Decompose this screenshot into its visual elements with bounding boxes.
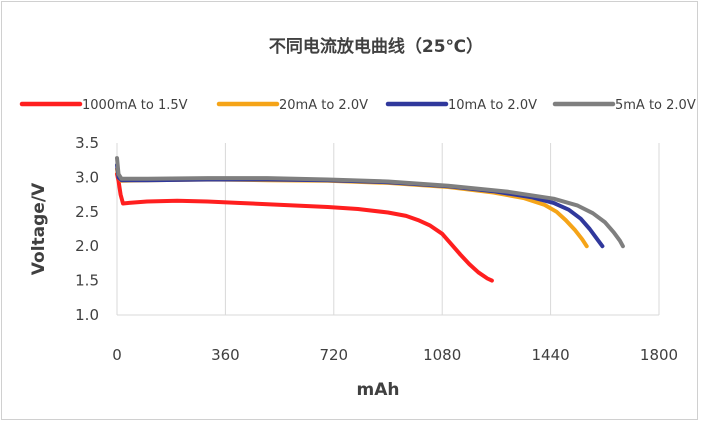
y-tick-label: 2.5: [75, 203, 99, 221]
y-tick-label: 1.0: [75, 306, 99, 324]
x-tick-label: 1080: [423, 346, 461, 364]
legend-label-3: 5mA to 2.0V: [615, 98, 696, 113]
y-tick-label: 1.5: [75, 272, 99, 290]
legend: 1000mA to 1.5V 20mA to 2.0V 10mA to 2.0V 5m…: [22, 98, 696, 113]
y-tick-label: 2.0: [75, 237, 99, 255]
x-tick-label: 1440: [532, 346, 570, 364]
series-line-0: [117, 174, 492, 281]
legend-label-1: 20mA to 2.0V: [279, 98, 368, 113]
axes: 0 360 720 1080 1440 1800 1.0 1.5 2.0 2.5 3.0 3.5: [75, 134, 678, 364]
x-tick-label: 0: [112, 346, 122, 364]
legend-label-2: 10mA to 2.0V: [448, 98, 537, 113]
x-tick-label: 360: [211, 346, 240, 364]
x-axis-label: mAh: [357, 380, 400, 400]
y-tick-label: 3.5: [75, 134, 99, 152]
y-tick-label: 3.0: [75, 168, 99, 186]
y-axis-label: Voltage/V: [29, 182, 49, 275]
chart-title: 不同电流放电曲线（25℃）: [269, 36, 483, 57]
x-tick-label: 1800: [640, 346, 678, 364]
x-tick-label: 720: [319, 346, 348, 364]
legend-label-0: 1000mA to 1.5V: [82, 98, 188, 113]
grid-lines: [225, 143, 659, 315]
series-lines: [117, 158, 623, 281]
